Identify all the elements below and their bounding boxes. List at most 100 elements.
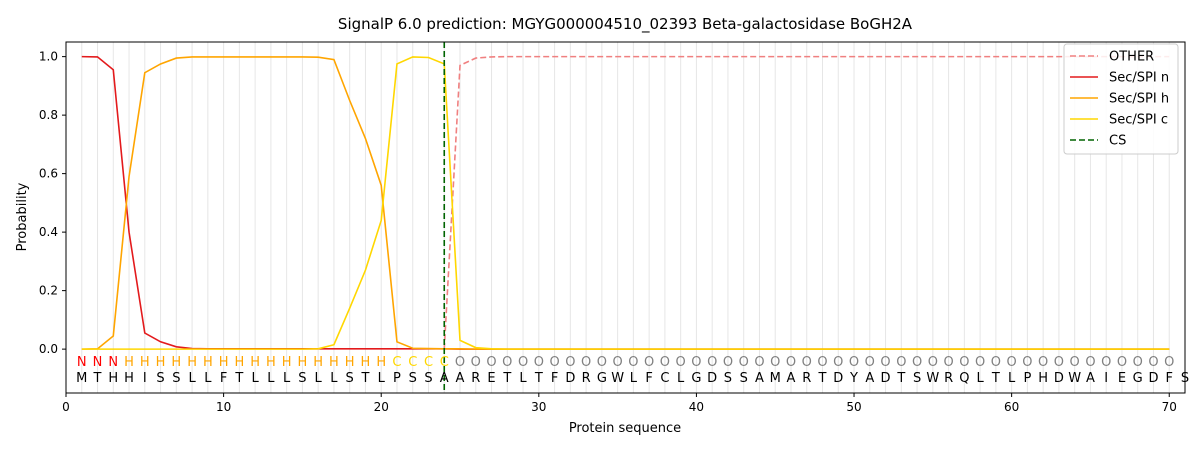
sequence-residue: R: [944, 371, 953, 386]
sequence-residue: I: [143, 371, 147, 386]
sequence-residue: W: [611, 371, 624, 386]
legend-label: Sec/SPI h: [1109, 92, 1169, 107]
sequence-residue: D: [1148, 371, 1158, 386]
series-line-sec-spi-h: [81, 56, 1170, 350]
sequence-residue: W: [926, 371, 939, 386]
predicted-label: C: [424, 355, 433, 370]
legend-label: Sec/SPI c: [1109, 113, 1168, 128]
sequence-residue: T: [234, 371, 243, 386]
sequence-residue: T: [991, 371, 1000, 386]
sequence-residue: D: [833, 371, 843, 386]
sequence-residue: Q: [959, 371, 969, 386]
predicted-label: H: [234, 355, 244, 370]
predicted-label: H: [282, 355, 292, 370]
predicted-label: H: [171, 355, 181, 370]
sequence-residue: F: [220, 371, 227, 386]
sequence-residue: T: [818, 371, 827, 386]
legend: OTHER Sec/SPI n Sec/SPI h Sec/SPI c CS: [1063, 43, 1179, 155]
x-tick-label: 50: [846, 400, 861, 414]
legend-label: CS: [1109, 134, 1126, 149]
predicted-label: H: [376, 355, 386, 370]
predicted-label: O: [534, 355, 544, 370]
y-tick-label: 1.0: [39, 50, 58, 64]
predicted-label: O: [975, 355, 985, 370]
predicted-label: O: [1007, 355, 1017, 370]
sequence-residue: D: [1054, 371, 1064, 386]
predicted-label: C: [392, 355, 401, 370]
legend-label: Sec/SPI n: [1109, 71, 1169, 86]
predicted-label: O: [849, 355, 859, 370]
sequence-residue: S: [740, 371, 748, 386]
predicted-label: O: [912, 355, 922, 370]
predicted-label: O: [613, 355, 623, 370]
predicted-label: O: [518, 355, 528, 370]
sequence-residue: E: [487, 371, 495, 386]
predicted-label: O: [928, 355, 938, 370]
predicted-label: O: [1164, 355, 1174, 370]
sequence-residue: I: [1104, 371, 1108, 386]
predicted-label: H: [313, 355, 323, 370]
sequence-residue: T: [534, 371, 543, 386]
predicted-label: N: [108, 355, 118, 370]
plot-frame: [65, 41, 1186, 394]
predicted-label: O: [471, 355, 481, 370]
series-line-sec-spi-n: [81, 55, 1170, 350]
chart-title: SignalP 6.0 prediction: MGYG000004510_02…: [338, 15, 913, 34]
predicted-label: O: [1085, 355, 1095, 370]
predicted-label: O: [754, 355, 764, 370]
sequence-residue: R: [582, 371, 591, 386]
predicted-label: O: [1022, 355, 1032, 370]
predicted-label: H: [140, 355, 150, 370]
sequence-residue: L: [267, 371, 275, 386]
predicted-label: C: [408, 355, 417, 370]
series-line-other: [443, 55, 1170, 350]
predicted-label: H: [361, 355, 371, 370]
sequence-residue: G: [1133, 371, 1143, 386]
sequence-residue: S: [156, 371, 164, 386]
predicted-label: O: [565, 355, 575, 370]
y-tick-label: 0.0: [39, 342, 58, 356]
sequence-residue: L: [976, 371, 984, 386]
y-tick-label: 0.8: [39, 108, 58, 122]
predicted-label: O: [1133, 355, 1143, 370]
sequence-residue: H: [1038, 371, 1048, 386]
predicted-label: O: [1148, 355, 1158, 370]
sequence-residue: F: [645, 371, 652, 386]
predicted-label: C: [440, 355, 449, 370]
sequence-residue: D: [565, 371, 575, 386]
sequence-residue: H: [124, 371, 134, 386]
predicted-label: H: [250, 355, 260, 370]
predicted-label: O: [486, 355, 496, 370]
sequence-residue: S: [913, 371, 921, 386]
sequence-residue: L: [378, 371, 386, 386]
predicted-label: O: [817, 355, 827, 370]
sequence-residue: L: [188, 371, 196, 386]
predicted-label: N: [77, 355, 87, 370]
sequence-residue: Y: [849, 371, 858, 386]
predicted-label: O: [991, 355, 1001, 370]
sequence-residue: L: [630, 371, 638, 386]
sequence-residue: A: [787, 371, 796, 386]
predicted-label: O: [628, 355, 638, 370]
y-tick-label: 0.6: [39, 167, 58, 181]
predicted-label: N: [93, 355, 103, 370]
predicted-label: O: [549, 355, 559, 370]
y-tick-label: 0.4: [39, 225, 58, 239]
sequence-residue: A: [865, 371, 874, 386]
predicted-label: H: [345, 355, 355, 370]
sequence-residue: L: [330, 371, 338, 386]
sequence-residue: S: [298, 371, 306, 386]
predicted-label: O: [833, 355, 843, 370]
legend-box: [1063, 43, 1179, 155]
sequence-residue: D: [881, 371, 891, 386]
predicted-label: O: [723, 355, 733, 370]
sequence-residue: L: [315, 371, 323, 386]
sequence-residue: L: [677, 371, 685, 386]
predicted-label: H: [203, 355, 213, 370]
predicted-label: H: [329, 355, 339, 370]
predicted-label: H: [187, 355, 197, 370]
sequence-residue: S: [409, 371, 417, 386]
predicted-label: O: [581, 355, 591, 370]
